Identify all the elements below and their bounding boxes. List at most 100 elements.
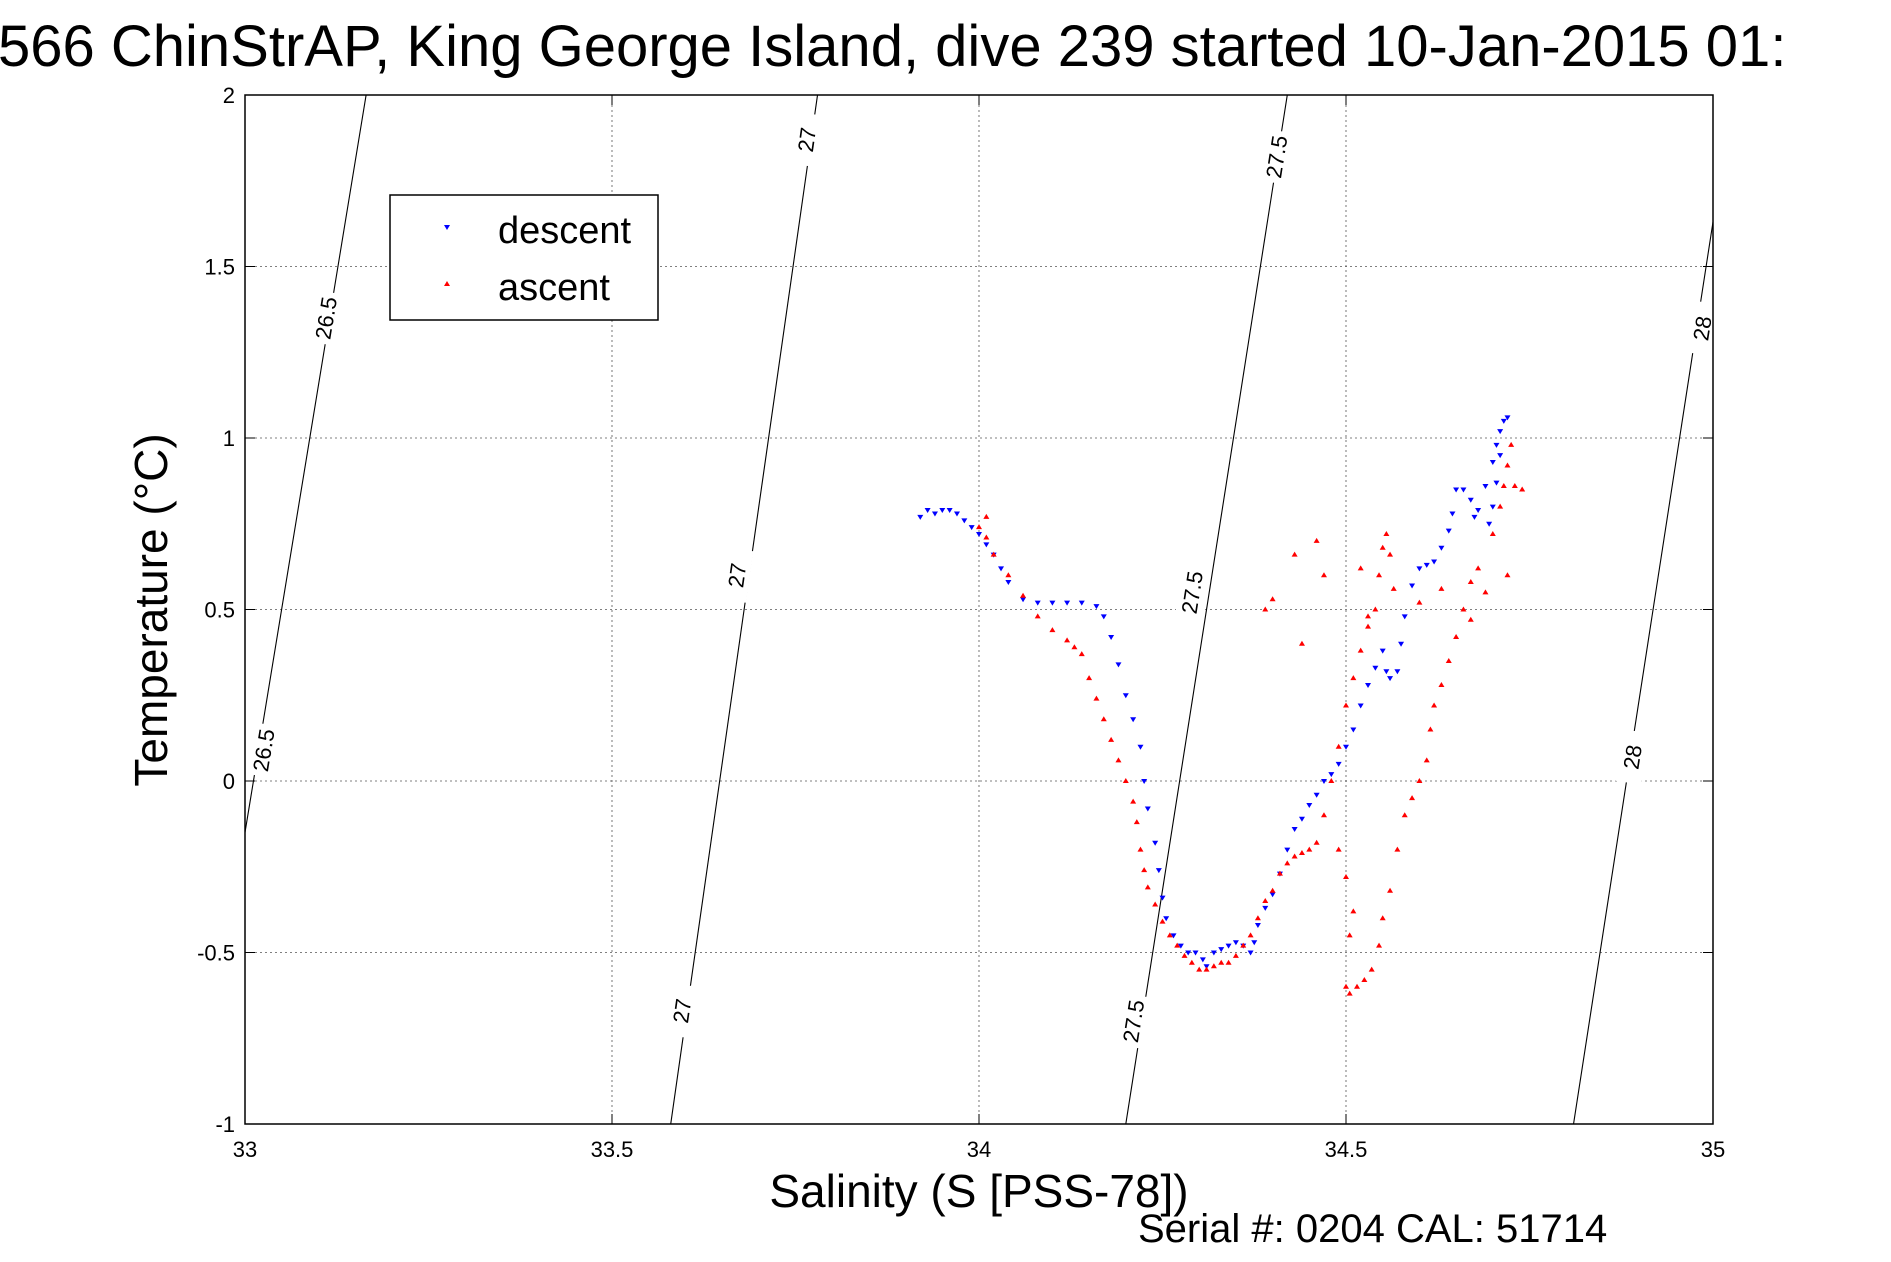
descent-point	[1497, 429, 1504, 435]
x-axis-label: Salinity (S [PSS-78])	[769, 1165, 1188, 1217]
ascent-point	[1357, 565, 1364, 571]
isopycnal-label-bg	[1174, 564, 1209, 621]
descent-point	[1320, 779, 1327, 784]
ascent-point	[1357, 647, 1364, 653]
descent-point	[1269, 892, 1276, 898]
descent-point	[1170, 933, 1177, 939]
descent-point	[1449, 511, 1456, 517]
descent-point	[1251, 940, 1258, 946]
ascent-point	[1005, 572, 1012, 578]
descent-point	[1383, 669, 1390, 675]
descent-point	[1199, 957, 1206, 963]
descent-point	[1298, 816, 1305, 822]
ascent-point	[1346, 990, 1353, 996]
descent-point	[1284, 847, 1291, 853]
descent-point	[1438, 545, 1445, 551]
ascent-point	[990, 551, 997, 557]
ascent-point	[983, 534, 990, 540]
descent-point	[1482, 484, 1489, 490]
ascent-point	[1467, 616, 1474, 622]
ascent-point	[1328, 778, 1335, 783]
ascent-point	[1247, 932, 1254, 938]
ascent-point	[1196, 966, 1203, 972]
ascent-point	[1475, 565, 1482, 571]
descent-point	[1034, 600, 1041, 606]
ascent-point	[1284, 860, 1291, 866]
isopycnal-label: 27	[668, 997, 696, 1025]
descent-point	[1343, 744, 1349, 750]
descent-point	[1159, 895, 1166, 901]
descent-point	[1416, 566, 1423, 572]
ascent-point	[1100, 716, 1107, 722]
legend-ascent-marker	[444, 281, 450, 286]
descent-point	[1177, 943, 1184, 949]
ascent-point	[1166, 932, 1173, 938]
descent-point	[924, 508, 931, 514]
descent-point	[1262, 905, 1269, 911]
y-tick-label: -1	[215, 1112, 235, 1137]
ascent-point	[1298, 640, 1305, 646]
ascent-point	[1232, 952, 1239, 958]
ascent-point	[1376, 572, 1383, 578]
descent-point	[1379, 648, 1386, 654]
descent-point	[1185, 950, 1192, 956]
ascent-point	[1144, 884, 1151, 890]
descent-point	[1467, 497, 1474, 503]
ascent-point	[1181, 952, 1188, 958]
ascent-point	[1504, 462, 1511, 468]
descent-point	[1475, 508, 1482, 514]
descent-point	[1141, 779, 1148, 784]
descent-point	[1328, 772, 1335, 778]
ascent-point	[1409, 795, 1416, 801]
descent-point	[1489, 504, 1496, 510]
isopycnal-line	[245, 95, 367, 833]
descent-point	[1254, 923, 1261, 929]
ascent-point	[1254, 915, 1261, 921]
isopycnal-label: 26.5	[310, 295, 342, 341]
descent-point	[1423, 562, 1430, 568]
isopycnal-line	[670, 95, 819, 1124]
isopycnal-label-bg	[665, 983, 699, 1039]
ascent-point	[1343, 874, 1349, 880]
descent-point	[1144, 806, 1151, 812]
ascent-point	[1071, 644, 1078, 650]
ascent-point	[1390, 585, 1397, 591]
descent-point	[961, 518, 968, 524]
ascent-point	[1122, 778, 1129, 783]
descent-point	[1100, 614, 1107, 620]
x-tick-label: 34	[967, 1137, 991, 1162]
ascent-point	[1218, 959, 1225, 965]
ascent-point	[1416, 599, 1423, 605]
ascent-point	[1020, 592, 1027, 598]
serial-cal-footer: Serial #: 0204 CAL: 51714	[1138, 1207, 1607, 1251]
ascent-point	[1240, 942, 1247, 948]
ascent-point	[1320, 812, 1327, 818]
descent-point	[1365, 682, 1372, 688]
ascent-point	[1350, 908, 1357, 914]
ascent-point	[1423, 757, 1430, 763]
ascent-point	[1379, 915, 1386, 921]
ascent-point	[1401, 812, 1408, 818]
descent-point	[1357, 703, 1364, 709]
isopycnal-label-bg	[1685, 300, 1719, 356]
legend-box	[389, 194, 659, 321]
y-tick-label: -0.5	[197, 941, 235, 966]
ascent-point	[1298, 850, 1305, 856]
isopycnal-label: 28	[1619, 743, 1647, 771]
descent-point	[1460, 487, 1467, 493]
descent-point	[1115, 662, 1122, 668]
descent-point	[1493, 480, 1500, 486]
ascent-point	[1482, 589, 1489, 595]
y-tick-label: 2	[223, 83, 235, 108]
ascent-point	[1350, 675, 1357, 681]
ascent-point	[1346, 932, 1353, 938]
descent-point	[1232, 940, 1239, 946]
ascent-point	[1368, 966, 1375, 972]
ascent-point	[1093, 695, 1100, 701]
ascent-point	[1291, 853, 1298, 859]
ascent-point	[1438, 681, 1445, 687]
legend-ascent-label: ascent	[498, 267, 610, 309]
descent-point	[1306, 803, 1313, 809]
descent-point	[976, 532, 982, 538]
ascent-point	[1489, 531, 1496, 537]
